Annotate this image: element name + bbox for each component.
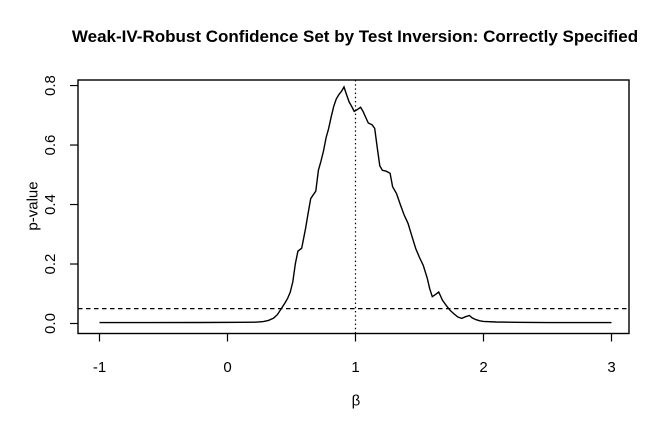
p-value-curve xyxy=(99,85,612,324)
y-tick-label: 0.8 xyxy=(42,75,59,96)
chart-title: Weak-IV-Robust Confidence Set by Test In… xyxy=(71,27,639,46)
y-tick-label: 0.6 xyxy=(42,135,59,156)
x-axis-title: β xyxy=(351,392,361,410)
y-tick-label: 0.4 xyxy=(42,194,59,215)
x-tick-label: 0 xyxy=(223,359,231,376)
plot-box xyxy=(77,79,630,335)
y-tick-label: 0.2 xyxy=(42,254,59,275)
x-tick-label: 3 xyxy=(607,359,615,376)
x-tick-label: 2 xyxy=(479,359,487,376)
x-tick-label: -1 xyxy=(93,359,106,376)
x-tick-label: 1 xyxy=(351,359,359,376)
y-tick-label: 0.0 xyxy=(42,313,59,334)
